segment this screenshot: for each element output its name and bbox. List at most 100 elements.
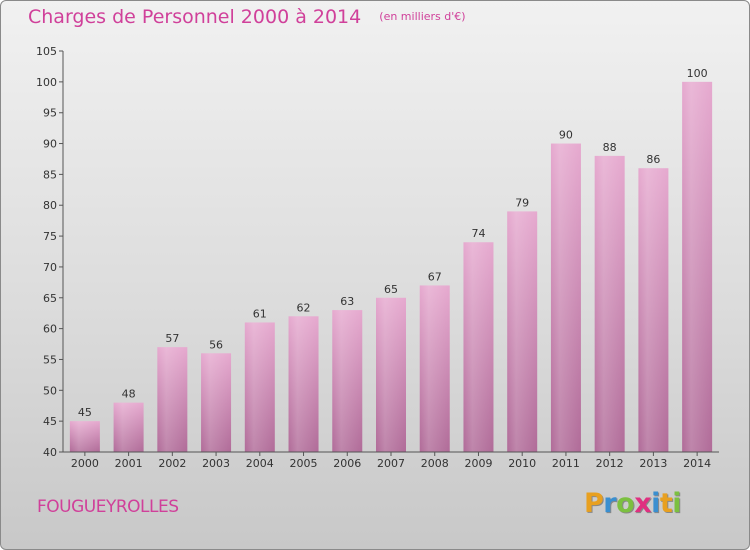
x-tick-label: 2011 xyxy=(552,457,580,470)
bar-group: 45 xyxy=(69,406,100,452)
x-tick-label: 2005 xyxy=(290,457,318,470)
bar-value-label: 61 xyxy=(253,307,267,320)
bar-value-label: 65 xyxy=(384,283,398,296)
y-tick-label: 60 xyxy=(43,323,57,336)
x-tick-label: 2010 xyxy=(508,457,536,470)
bar-group: 100 xyxy=(682,67,713,452)
bar-value-label: 100 xyxy=(687,67,708,80)
y-tick-label: 100 xyxy=(36,76,57,89)
logo-letter: i xyxy=(651,488,660,519)
y-tick: 70 xyxy=(43,261,63,274)
bar-value-label: 57 xyxy=(165,332,179,345)
logo-letter: x xyxy=(634,488,652,519)
bar-value-label: 86 xyxy=(646,153,660,166)
bar-value-label: 90 xyxy=(559,129,573,142)
y-tick-label: 40 xyxy=(43,446,57,459)
bar-shine xyxy=(201,353,232,452)
bar-group: 63 xyxy=(332,295,363,452)
x-tick-label: 2006 xyxy=(333,457,361,470)
y-tick-label: 50 xyxy=(43,384,57,397)
bar-value-label: 74 xyxy=(471,227,485,240)
logo-letter: P xyxy=(584,488,604,519)
bar-shine xyxy=(69,421,100,452)
y-tick-label: 105 xyxy=(36,45,57,58)
bar-shine xyxy=(376,297,406,452)
bar-value-label: 63 xyxy=(340,295,354,308)
y-tick: 40 xyxy=(43,446,63,459)
logo-letter: i xyxy=(672,488,682,519)
city-name: FOUGUEYROLLES xyxy=(37,497,179,517)
bar-group: 79 xyxy=(507,196,538,452)
bar-group: 62 xyxy=(288,301,319,452)
bar-shine xyxy=(288,316,319,452)
bar-group: 90 xyxy=(550,129,581,453)
x-tick-label: 2000 xyxy=(71,457,99,470)
y-tick: 60 xyxy=(43,323,63,336)
bar-shine xyxy=(638,168,669,452)
bar-value-label: 48 xyxy=(122,388,136,401)
y-tick-label: 80 xyxy=(43,199,57,212)
y-tick-label: 90 xyxy=(43,138,57,151)
x-tick-label: 2012 xyxy=(596,457,624,470)
bars: 45 48 57 56 61 62 63 65 67 74 79 90 88 86 100 xyxy=(69,67,713,453)
x-tick-label: 2008 xyxy=(421,457,449,470)
bar-shine xyxy=(682,81,713,452)
bar-value-label: 62 xyxy=(297,301,311,314)
bar-value-label: 56 xyxy=(209,338,223,351)
y-tick: 45 xyxy=(43,415,63,428)
proxiti-logo: Proxiti xyxy=(584,488,682,519)
bar-value-label: 79 xyxy=(515,196,529,209)
y-tick: 105 xyxy=(36,45,63,58)
y-axis: 40 45 50 55 60 65 70 75 80 85 90 95 100 105 xyxy=(36,45,64,459)
logo-letter: o xyxy=(616,488,635,519)
y-tick: 90 xyxy=(43,138,63,151)
x-tick-label: 2013 xyxy=(639,457,667,470)
y-tick-label: 85 xyxy=(43,168,57,181)
x-tick-label: 2009 xyxy=(464,457,492,470)
chart-title: Charges de Personnel 2000 à 2014 (en mil… xyxy=(28,6,466,28)
bar-shine xyxy=(594,155,625,452)
bar-group: 56 xyxy=(201,338,232,452)
bar-group: 67 xyxy=(419,270,450,452)
y-tick-label: 55 xyxy=(43,353,57,366)
y-tick: 85 xyxy=(43,168,63,181)
bar-shine xyxy=(113,402,144,452)
bar-shine xyxy=(550,143,581,453)
y-tick-label: 45 xyxy=(43,415,57,428)
logo-letter: r xyxy=(603,488,617,519)
bar-shine xyxy=(463,242,494,452)
bar-shine xyxy=(332,310,363,452)
x-tick-label: 2002 xyxy=(158,457,186,470)
bar-group: 88 xyxy=(594,141,625,452)
x-tick-label: 2004 xyxy=(246,457,274,470)
bar-value-label: 45 xyxy=(78,406,92,419)
y-tick: 75 xyxy=(43,230,63,243)
bar-group: 57 xyxy=(157,332,188,452)
bar-shine xyxy=(419,285,450,452)
y-tick: 95 xyxy=(43,107,63,120)
y-tick-label: 75 xyxy=(43,230,57,243)
bar-value-label: 88 xyxy=(603,141,617,154)
y-tick-label: 95 xyxy=(43,107,57,120)
bar-group: 86 xyxy=(638,153,669,452)
logo-letter: t xyxy=(659,488,673,519)
y-tick-label: 65 xyxy=(43,292,57,305)
y-tick: 50 xyxy=(43,384,63,397)
y-tick-label: 70 xyxy=(43,261,57,274)
bar-group: 65 xyxy=(376,283,406,452)
bar-shine xyxy=(507,211,538,452)
x-tick-label: 2001 xyxy=(115,457,143,470)
x-axis: 2000 2001 2002 2003 2004 2005 2006 2007 2008 2009… xyxy=(63,451,719,470)
x-tick-label: 2007 xyxy=(377,457,405,470)
y-tick: 65 xyxy=(43,292,63,305)
y-tick: 55 xyxy=(43,353,63,366)
x-tick-label: 2003 xyxy=(202,457,230,470)
bar-group: 74 xyxy=(463,227,494,452)
bar-shine xyxy=(244,322,275,452)
y-tick: 100 xyxy=(36,76,63,89)
bar-group: 48 xyxy=(113,388,144,452)
bar-group: 61 xyxy=(244,307,275,452)
x-tick-label: 2014 xyxy=(683,457,711,470)
